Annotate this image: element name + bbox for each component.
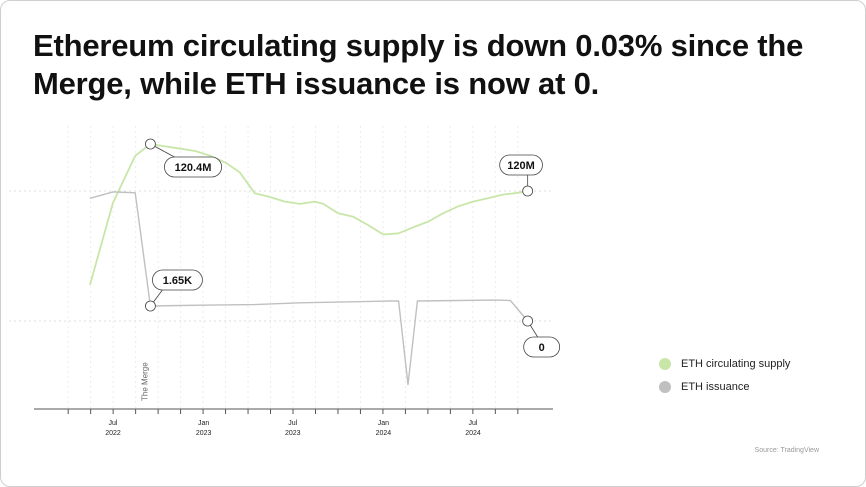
legend-swatch-issuance — [659, 381, 671, 393]
callout-point-0-1 — [522, 185, 534, 197]
legend-label-supply: ETH circulating supply — [681, 358, 791, 370]
x-tick-month-4: Jul — [469, 420, 478, 427]
callout-point-1-1 — [522, 315, 534, 327]
callout-label-1-0: 1.65K — [163, 275, 192, 287]
callout-label-0-1: 120M — [507, 160, 535, 172]
callout-point-1-0 — [145, 300, 156, 312]
series-line-0 — [89, 143, 528, 286]
x-tick-year-3: 2024 — [376, 430, 392, 437]
callout-label-0-0: 120.4M — [175, 162, 212, 174]
legend-swatch-supply — [659, 358, 671, 370]
callout-box-0-0 — [164, 156, 223, 178]
x-tick-year-1: 2023 — [196, 430, 212, 437]
source-note: Source: TradingView — [754, 447, 819, 454]
event-marker-label: The Merge — [140, 362, 149, 401]
x-tick-month-0: Jul — [109, 420, 118, 427]
x-tick-year-4: 2024 — [465, 430, 481, 437]
x-tick-year-0: 2022 — [105, 430, 121, 437]
legend-label-issuance: ETH issuance — [681, 381, 750, 393]
x-tick-year-2: 2023 — [285, 430, 301, 437]
series-line-1 — [89, 191, 529, 386]
x-tick-month-2: Jul — [288, 420, 297, 427]
callout-point-0-0 — [145, 138, 156, 150]
legend-item-supply: ETH circulating supply — [659, 353, 790, 375]
callout-box-0-1 — [499, 154, 543, 176]
legend: ETH circulating supply ETH issuance — [659, 353, 790, 399]
legend-item-issuance: ETH issuance — [659, 376, 790, 398]
x-tick-month-3: Jan — [378, 420, 389, 427]
callout-box-1-0 — [152, 269, 203, 291]
callout-box-1-1 — [523, 336, 561, 358]
x-tick-month-1: Jan — [198, 420, 209, 427]
callout-label-1-1: 0 — [539, 342, 545, 354]
page-title: Ethereum circulating supply is down 0.03… — [33, 28, 804, 101]
